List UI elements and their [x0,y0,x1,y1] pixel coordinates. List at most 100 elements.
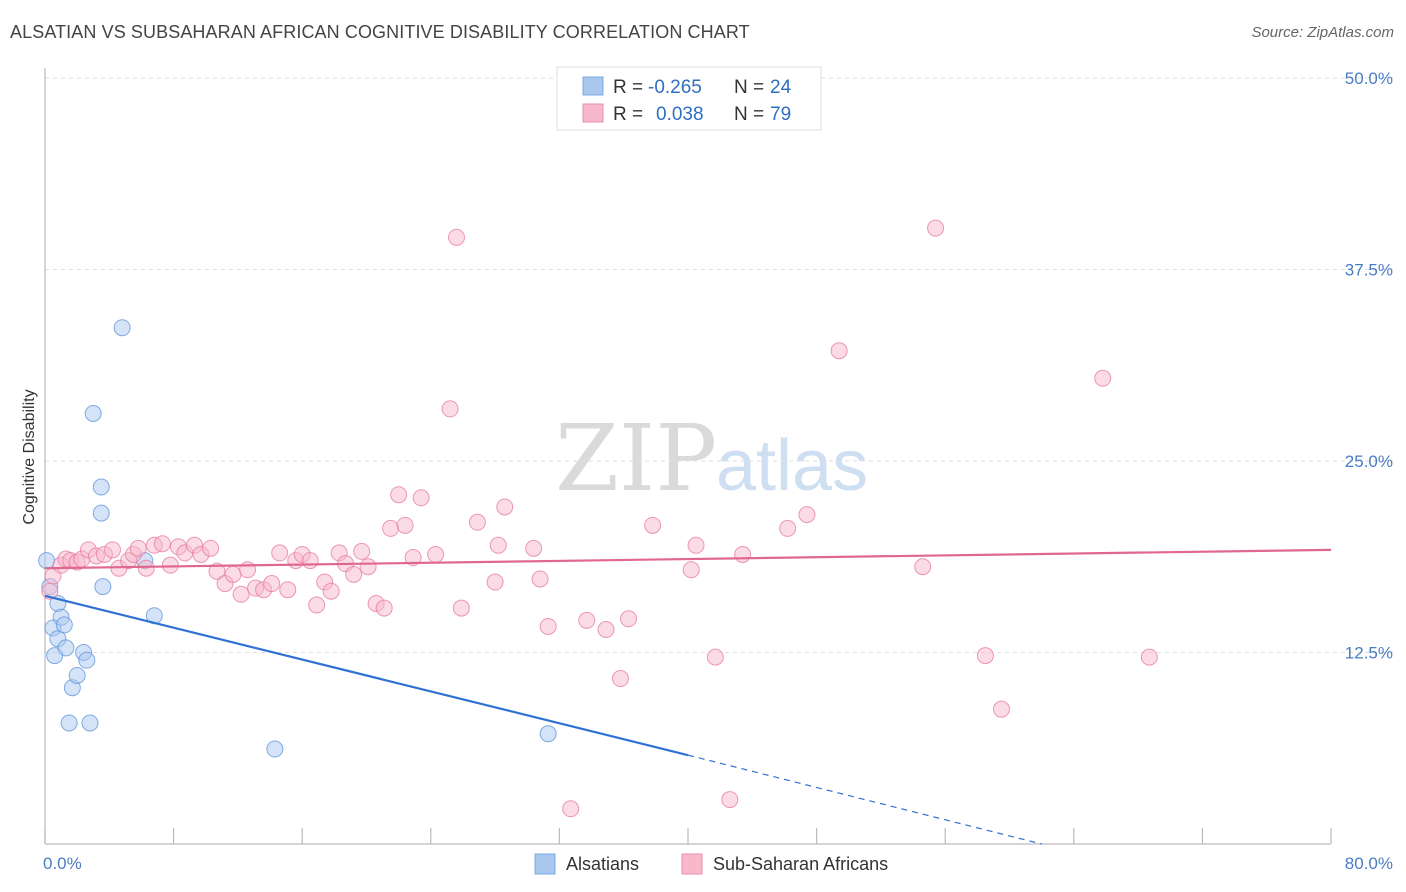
y-tick-label: 50.0% [1345,69,1393,88]
data-point [266,740,284,758]
data-point [263,575,281,593]
trend-line-extension [687,754,1042,845]
bottom-label-alsatians: Alsatians [566,854,639,874]
data-point [779,519,797,537]
legend-swatch-alsatians [582,76,604,96]
data-point [153,535,171,553]
data-point [57,639,75,657]
series-points-alsatians [38,319,557,758]
data-point [412,489,430,507]
data-point [84,405,102,423]
data-point [539,725,557,743]
trend-line-subsaharan [44,548,1332,570]
data-point [468,513,486,531]
data-point [976,647,994,665]
legend-n-value-1: 24 [770,77,792,98]
y-tick-label: 37.5% [1345,261,1393,280]
data-point [38,552,56,570]
data-point [448,228,466,246]
x-ticks [44,828,1332,844]
data-point [404,549,422,567]
data-point [60,714,78,732]
data-point [734,545,752,563]
legend-r-value-2: 0.038 [656,104,704,125]
data-point [496,498,514,516]
data-point [452,599,470,617]
bottom-swatch-subsaharan [681,853,703,875]
data-point [375,599,393,617]
watermark: ZIP atlas [555,405,868,512]
data-point [55,616,73,634]
y-tick-labels: 12.5% 25.0% 37.5% 50.0% [1345,69,1393,663]
data-point [1094,369,1112,387]
data-point [208,562,226,580]
data-point [104,541,122,559]
chart-title: ALSATIAN VS SUBSAHARAN AFRICAN COGNITIVE… [10,22,750,42]
data-point [137,559,155,577]
data-point [682,561,700,579]
data-point [914,558,932,576]
legend-n-value-2: 79 [770,104,791,125]
data-point [687,536,705,554]
data-point [611,670,629,688]
data-point [68,666,86,684]
data-point [78,651,96,669]
data-point [353,542,371,560]
data-point [271,544,289,562]
data-point [489,536,507,554]
data-point [232,585,250,603]
data-point [562,800,580,818]
data-point [113,319,131,337]
series-layer [38,219,1332,845]
data-point [798,506,816,524]
data-point [308,596,326,614]
correlation-legend: R = -0.265 N = 24 R = 0.038 N = 79 [556,66,822,131]
legend-r-value-1: -0.265 [648,77,702,98]
data-point [92,478,110,496]
data-point [992,700,1010,718]
bottom-label-subsaharan: Sub-Saharan Africans [713,854,888,874]
series-legend: Alsatians Sub-Saharan Africans [534,853,888,875]
data-point [81,714,99,732]
legend-n-label-2: N = [734,104,764,125]
data-point [830,342,848,360]
data-point [597,621,615,639]
data-point [382,519,400,537]
data-point [525,539,543,557]
data-point [706,648,724,666]
data-point [620,610,638,628]
data-point [94,578,112,596]
data-point [359,558,377,576]
data-point [345,565,363,583]
y-tick-label: 25.0% [1345,452,1393,471]
watermark-zip: ZIP [555,405,717,512]
y-tick-label: 12.5% [1345,644,1393,663]
data-point [279,581,297,599]
data-point [224,565,242,583]
data-point [427,545,445,563]
data-point [531,570,549,588]
data-point [322,582,340,600]
data-point [486,573,504,591]
data-point [1140,648,1158,666]
data-point [927,219,945,237]
data-point [644,516,662,534]
data-point [539,617,557,635]
data-point [301,552,319,570]
y-axis-title: Cognitive Disability [21,389,38,524]
data-point [578,611,596,629]
trend-line-alsatians [44,594,689,757]
series-points-subsaharan [41,219,1158,818]
legend-n-label-1: N = [734,77,764,98]
data-point [92,504,110,522]
bottom-swatch-alsatians [534,853,556,875]
data-point [202,539,220,557]
x-tick-label-max: 80.0% [1345,854,1393,873]
watermark-atlas: atlas [716,426,868,506]
x-tick-label-min: 0.0% [43,854,82,873]
legend-swatch-subsaharan [582,103,604,123]
data-point [390,486,408,504]
data-point [396,516,414,534]
legend-r-label-1: R = [613,77,643,98]
